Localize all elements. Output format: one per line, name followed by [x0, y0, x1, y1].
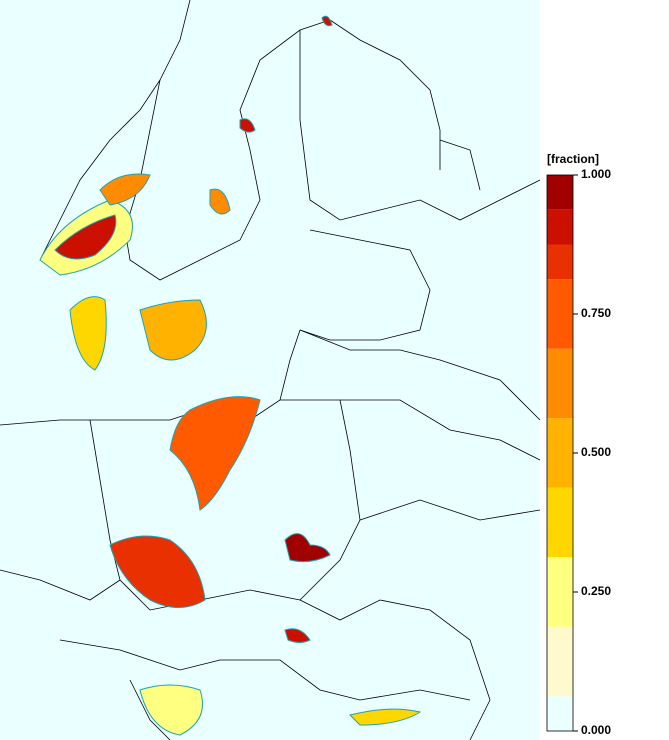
colorbar-band [547, 696, 573, 731]
colorbar-label: [fraction] [547, 152, 599, 166]
colorbar-tick-label: 0.250 [581, 584, 611, 598]
colorbar-band [547, 209, 573, 245]
colorbar-band [547, 175, 573, 210]
colorbar-band [547, 279, 573, 349]
colorbar-band [547, 418, 573, 488]
colorbar-band [547, 487, 573, 558]
colorbar-tick-label: 0.500 [581, 445, 611, 459]
colorbar-tick-label: 1.000 [581, 167, 611, 181]
colorbar-tick-label: 0.000 [581, 723, 611, 737]
colorbar-tick-label: 0.750 [581, 306, 611, 320]
fraction-field [39, 15, 422, 736]
map-background [0, 0, 540, 740]
colorbar-band [547, 557, 573, 627]
map [0, 0, 541, 740]
colorbar: [fraction] 0.000 0.250 0.500 0.750 1.000 [546, 152, 611, 737]
colorbar-band [547, 244, 573, 280]
colorbar-band [547, 348, 573, 419]
colorbar-band [547, 626, 573, 697]
